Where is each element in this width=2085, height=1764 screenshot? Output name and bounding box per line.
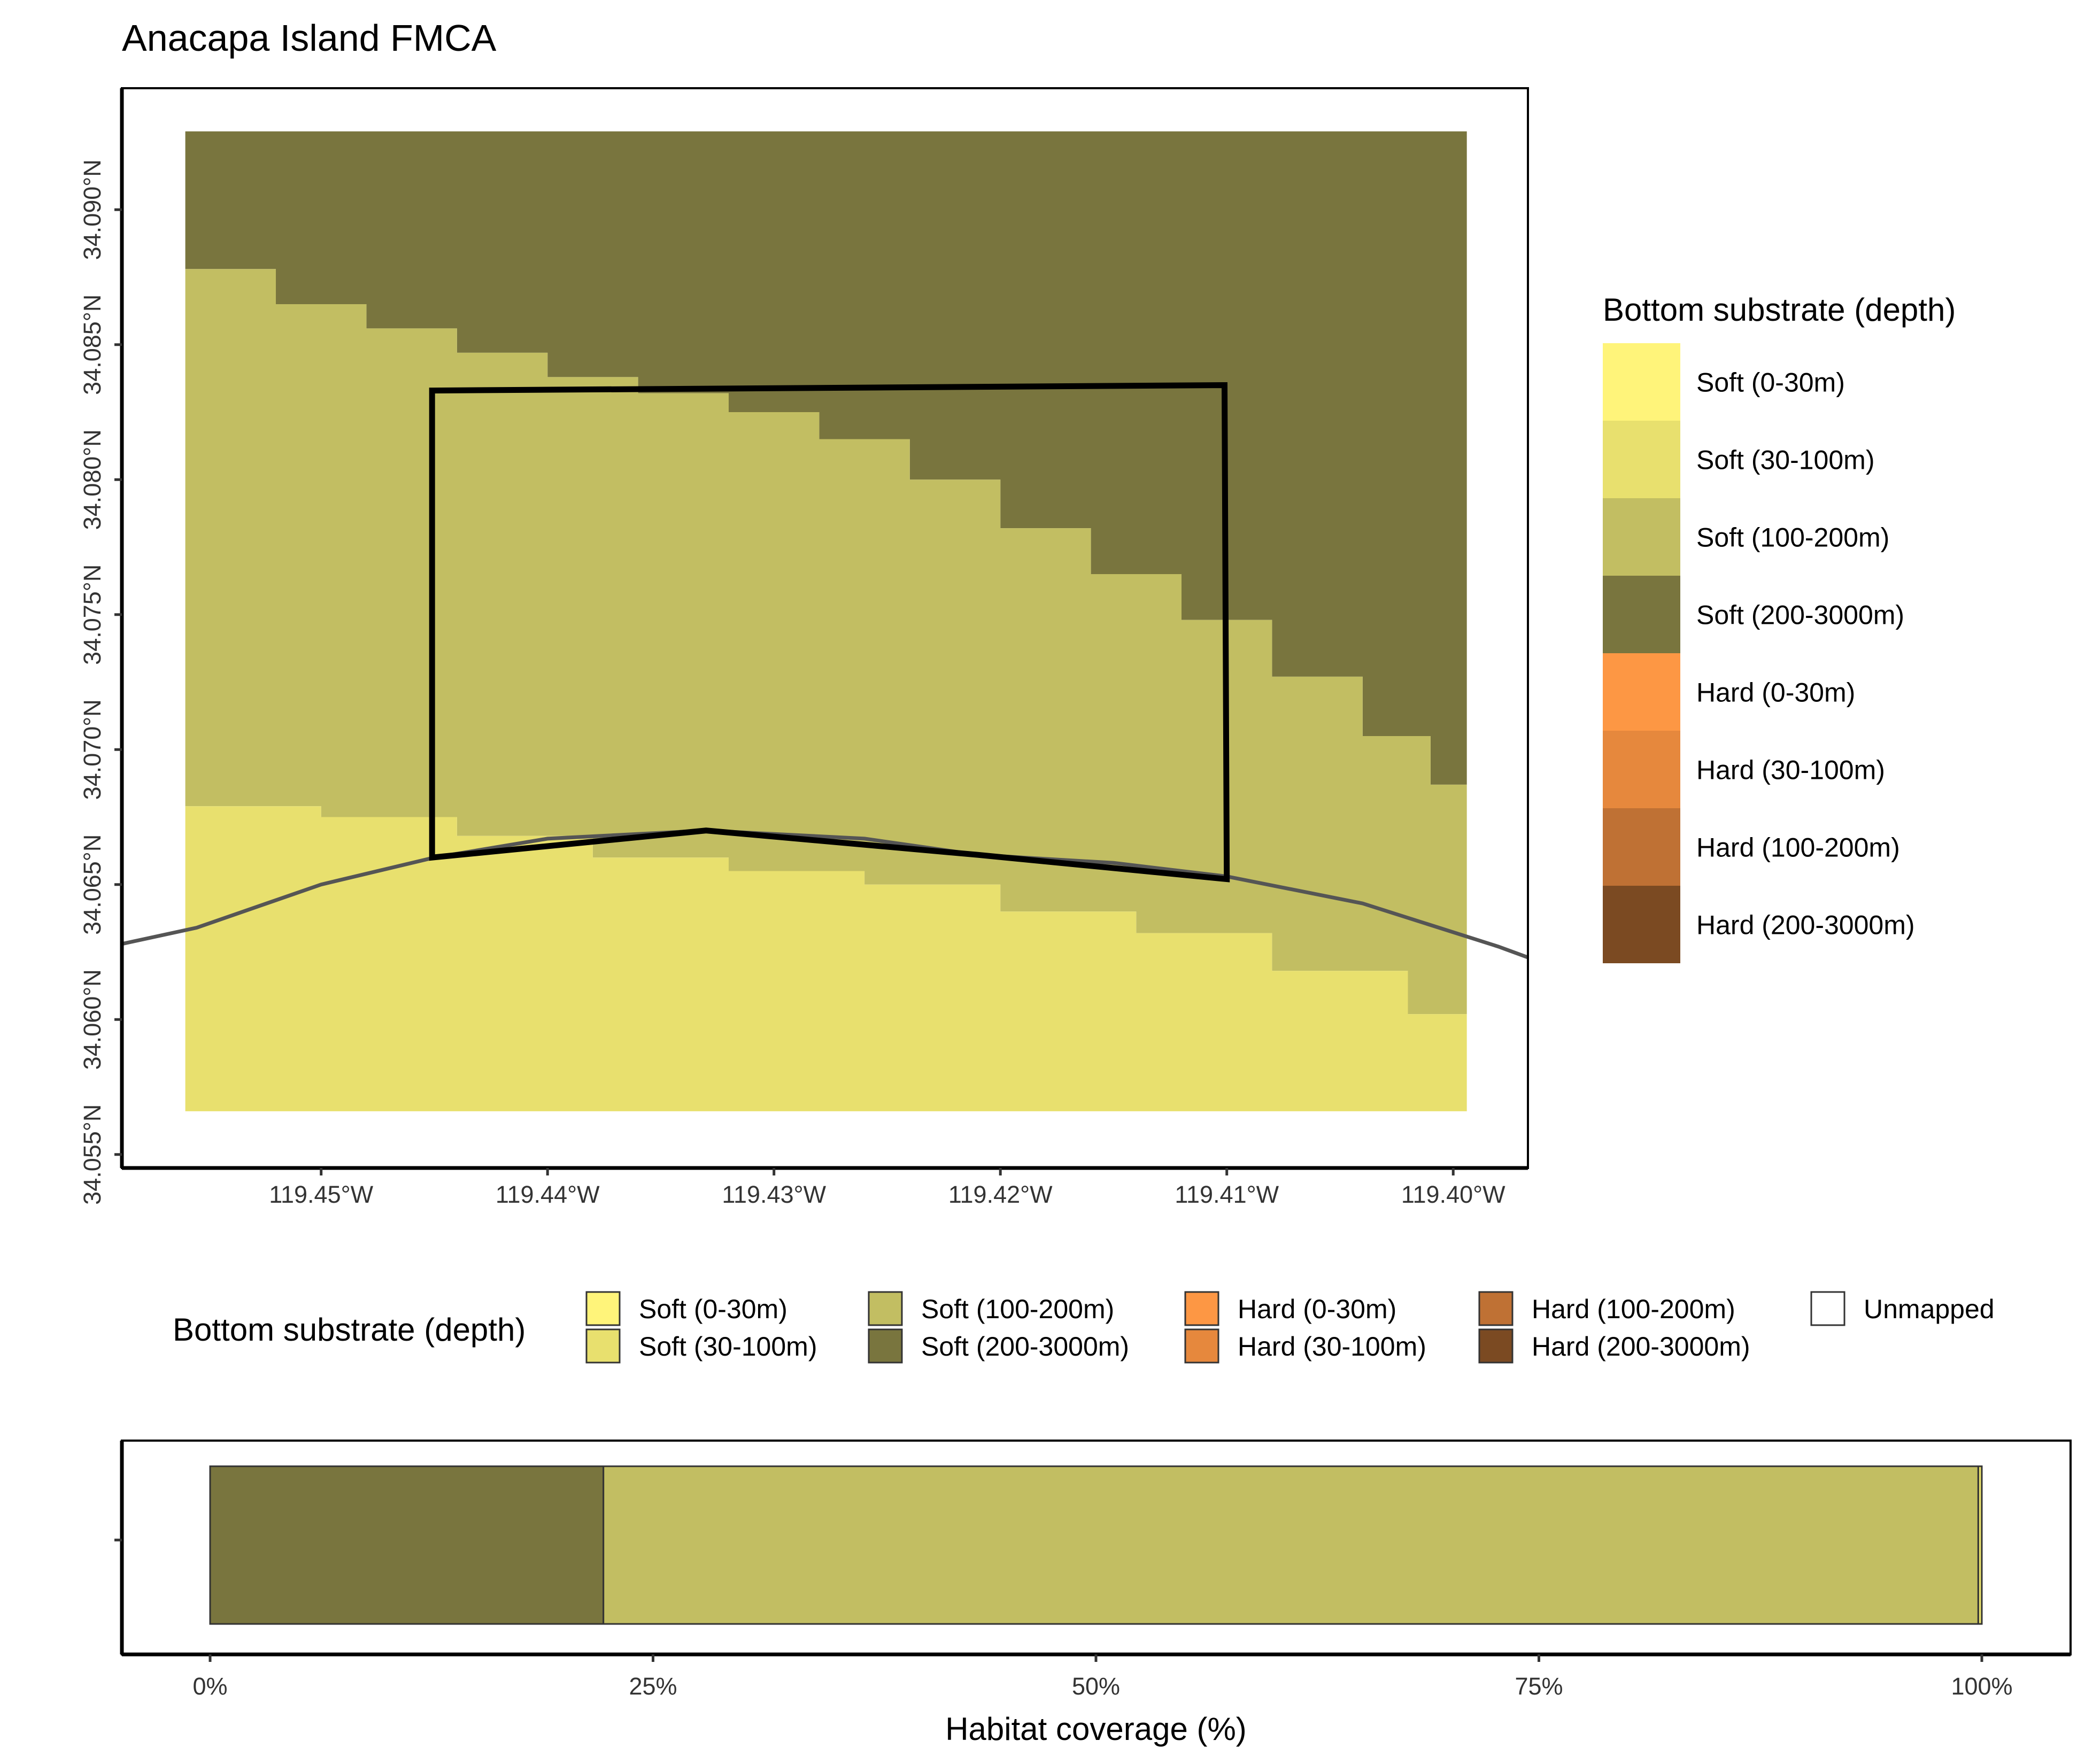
fmca-boundary	[429, 382, 1230, 883]
right-legend-label: Soft (200-3000m)	[1696, 600, 1904, 630]
map-y-tick-label: 34.075°N	[79, 564, 106, 665]
map-panel: 119.45°W 119.44°W 119.43°W 119.42°W 119.41°W…	[79, 87, 1529, 1208]
map-y-tick-label: 34.060°N	[79, 969, 106, 1070]
right-legend-label: Soft (0-30m)	[1696, 368, 1845, 398]
right-legend-key	[1603, 808, 1680, 886]
bar-x-tick-label: 25%	[629, 1673, 677, 1700]
bottom-legend-label: Hard (0-30m)	[1238, 1294, 1396, 1324]
map-x-tick-label: 119.44°W	[496, 1181, 600, 1208]
bar-segment	[603, 1465, 1979, 1625]
coastline-line	[122, 829, 1528, 960]
map-x-tick-label: 119.40°W	[1401, 1181, 1505, 1208]
map-x-axis: 119.45°W 119.44°W 119.43°W 119.42°W 119.41°W…	[269, 1168, 1505, 1208]
map-x-tick-label: 119.41°W	[1175, 1181, 1279, 1208]
bottom-legend-label: Soft (0-30m)	[639, 1294, 787, 1324]
map-y-tick-label: 34.055°N	[79, 1104, 106, 1205]
map-x-tick-label: 119.43°W	[722, 1181, 826, 1208]
bottom-legend-key	[585, 1328, 621, 1364]
bottom-legend-key-unmapped	[1810, 1291, 1845, 1326]
bar-segment	[209, 1465, 605, 1625]
bar-x-axis-title: Habitat coverage (%)	[945, 1711, 1247, 1747]
bar-x-tick-label: 50%	[1072, 1673, 1120, 1700]
bottom-legend-key	[868, 1291, 903, 1326]
bottom-legend-key	[1478, 1291, 1513, 1326]
right-legend-label: Hard (200-3000m)	[1696, 910, 1915, 940]
bar-x-tick-label: 75%	[1515, 1673, 1563, 1700]
right-legend-label: Hard (0-30m)	[1696, 678, 1855, 708]
bottom-legend-key	[1184, 1291, 1219, 1326]
coverage-bars	[209, 1465, 1983, 1625]
bottom-legend: Bottom substrate (depth) Soft (0-30m) Sof…	[173, 1291, 1995, 1364]
bottom-legend-label: Soft (100-200m)	[921, 1294, 1114, 1324]
bottom-legend-label: Hard (100-200m)	[1532, 1294, 1735, 1324]
bottom-legend-label: Hard (200-3000m)	[1532, 1332, 1750, 1361]
right-legend-label: Hard (100-200m)	[1696, 833, 1900, 863]
bar-x-tick-label: 0%	[192, 1673, 227, 1700]
bar-panel: 0% 25% 50% 75% 100% Habitat coverage (%)	[114, 1440, 2072, 1747]
right-legend-label: Soft (30-100m)	[1696, 445, 1874, 475]
bar-x-tick-label: 100%	[1951, 1673, 2012, 1700]
substrate-raster	[185, 131, 1467, 1111]
right-legend: Bottom substrate (depth) Soft (0-30m) Sof…	[1603, 292, 1956, 963]
bar-segment	[1977, 1465, 1983, 1625]
right-legend-title: Bottom substrate (depth)	[1603, 292, 1956, 328]
bottom-legend-title: Bottom substrate (depth)	[173, 1312, 526, 1348]
bar-x-axis: 0% 25% 50% 75% 100%	[192, 1654, 2013, 1700]
bottom-legend-key	[1184, 1328, 1219, 1364]
bottom-legend-label: Soft (30-100m)	[639, 1332, 817, 1361]
right-legend-label: Hard (30-100m)	[1696, 755, 1885, 785]
map-x-tick-label: 119.45°W	[269, 1181, 373, 1208]
map-y-tick-label: 34.090°N	[79, 159, 106, 260]
map-x-tick-label: 119.42°W	[948, 1181, 1053, 1208]
right-legend-key	[1603, 731, 1680, 808]
map-y-tick-label: 34.065°N	[79, 834, 106, 935]
map-y-tick-label: 34.085°N	[79, 295, 106, 395]
region-soft-100-200m	[185, 269, 1467, 1015]
region-soft-30-100m	[185, 806, 1467, 1111]
bottom-legend-key	[1478, 1328, 1513, 1364]
bottom-legend-label: Soft (200-3000m)	[921, 1332, 1129, 1361]
bottom-legend-key	[868, 1328, 903, 1364]
bottom-legend-label: Hard (30-100m)	[1238, 1332, 1426, 1361]
bottom-legend-label-unmapped: Unmapped	[1864, 1294, 1995, 1324]
right-legend-key	[1603, 576, 1680, 653]
map-y-tick-label: 34.080°N	[79, 429, 106, 530]
region-soft-200-3000m	[185, 131, 1467, 817]
map-y-axis: 34.055°N 34.060°N 34.065°N 34.070°N 34.075°N…	[79, 159, 122, 1205]
right-legend-key	[1603, 498, 1680, 576]
bottom-legend-key	[585, 1291, 621, 1326]
chart-title: Anacapa Island FMCA	[122, 17, 497, 59]
right-legend-key	[1603, 653, 1680, 731]
map-y-tick-label: 34.070°N	[79, 699, 106, 800]
right-legend-label: Soft (100-200m)	[1696, 523, 1889, 553]
right-legend-key	[1603, 343, 1680, 421]
right-legend-key	[1603, 421, 1680, 498]
right-legend-key	[1603, 886, 1680, 963]
